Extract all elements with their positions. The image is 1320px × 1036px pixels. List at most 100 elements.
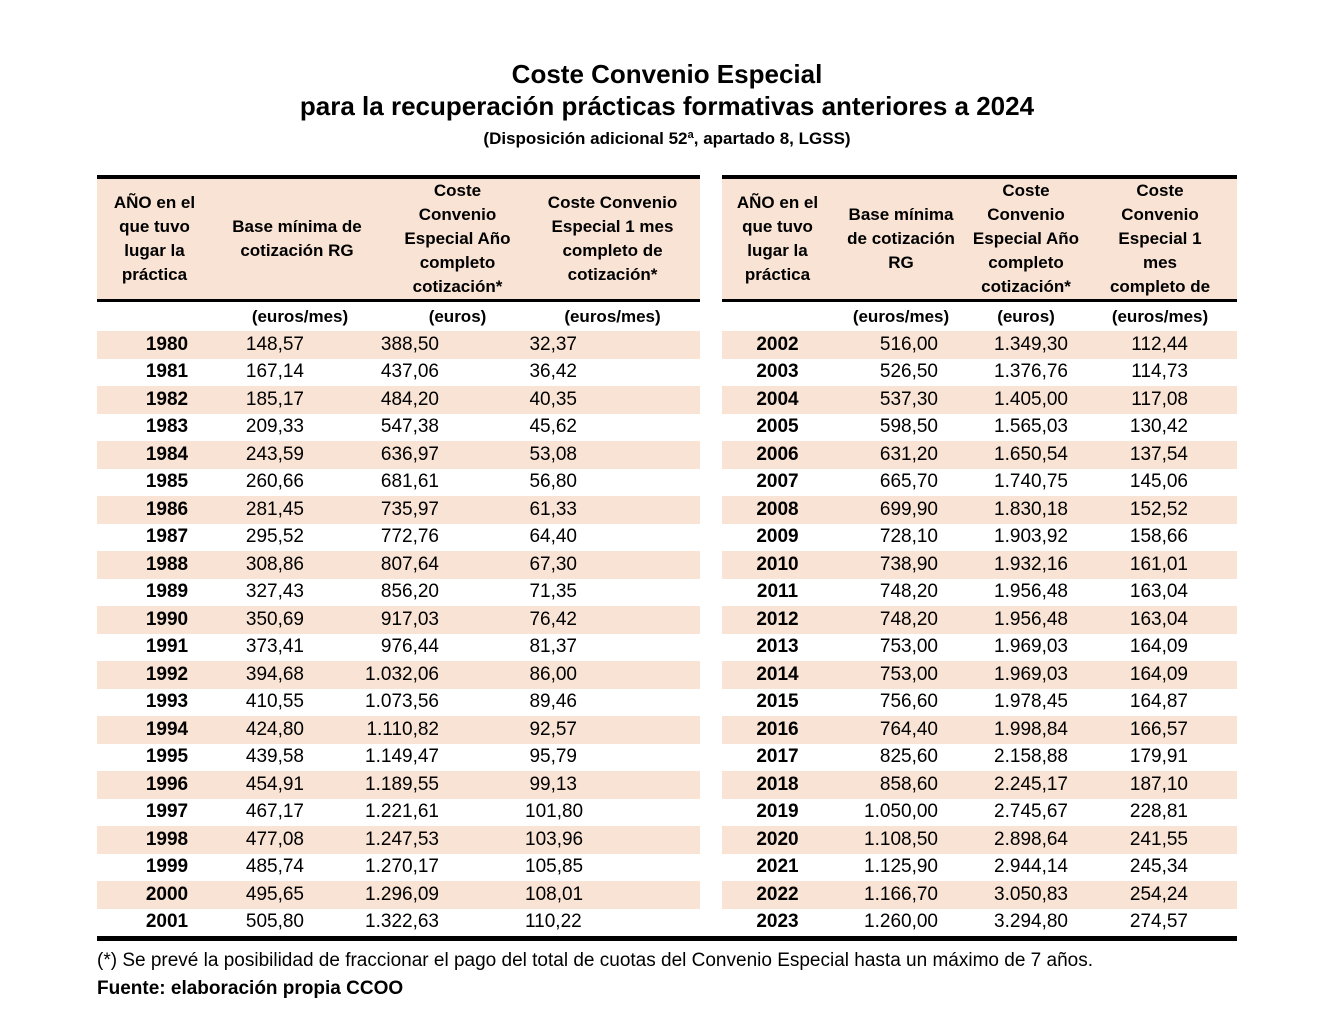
- value-cell: 699,90: [879, 498, 938, 520]
- unit-label: (euros): [350, 300, 525, 331]
- column-header-label: AÑO en el que tuvo lugar la práctica: [736, 193, 819, 284]
- value-cell: 327,43: [245, 581, 304, 603]
- value-cell: 858,60: [879, 773, 938, 795]
- value-cell: 295,52: [245, 526, 304, 548]
- value-cell: 95,79: [529, 746, 577, 768]
- table-row: 1983 209,33 547,38 45,62: [97, 414, 700, 442]
- value-cell: 756,60: [879, 691, 938, 713]
- column-header: Base mínima de cotización RG: [833, 177, 969, 302]
- table-row: 1992 394,68 1.032,06 86,00: [97, 661, 700, 689]
- value-cell: 2.944,14: [994, 856, 1068, 878]
- year-cell: 2013: [756, 636, 799, 658]
- value-cell: 485,74: [245, 856, 304, 878]
- unit-label: (euros/mes): [1083, 300, 1237, 331]
- unit-label: [97, 300, 212, 331]
- value-cell: 53,08: [529, 443, 577, 465]
- value-cell: 158,66: [1129, 526, 1188, 548]
- year-cell: 1981: [145, 361, 189, 383]
- value-cell: 439,58: [245, 746, 304, 768]
- table-row: 2018 858,60 2.245,17 187,10: [722, 771, 1237, 799]
- value-cell: 1.932,16: [994, 553, 1068, 575]
- value-cell: 1.903,92: [994, 526, 1068, 548]
- year-cell: 1996: [145, 773, 189, 795]
- value-cell: 1.260,00: [864, 911, 938, 933]
- table-row: 2004 537,30 1.405,00 117,08: [722, 386, 1237, 414]
- year-cell: 2000: [145, 883, 189, 905]
- value-cell: 631,20: [879, 443, 938, 465]
- value-cell: 1.110,82: [366, 718, 439, 740]
- table-row: 2021 1.125,90 2.944,14 245,34: [722, 854, 1237, 882]
- year-cell: 2017: [756, 746, 799, 768]
- table-row: 1980 148,57 388,50 32,37: [97, 331, 700, 359]
- year-cell: 2018: [756, 773, 799, 795]
- value-cell: 67,30: [529, 553, 577, 575]
- year-cell: 1989: [145, 581, 189, 603]
- table-row: 1988 308,86 807,64 67,30: [97, 551, 700, 579]
- value-cell: 61,33: [529, 498, 577, 520]
- value-cell: 1.978,45: [994, 691, 1068, 713]
- value-cell: 1.189,55: [365, 773, 439, 795]
- value-cell: 164,87: [1129, 691, 1188, 713]
- value-cell: 665,70: [879, 471, 938, 493]
- value-cell: 40,35: [529, 388, 577, 410]
- header-row: AÑO en el que tuvo lugar la práctica Base…: [97, 177, 700, 302]
- value-cell: 1.830,18: [994, 498, 1068, 520]
- value-cell: 1.349,30: [994, 333, 1068, 355]
- year-cell: 2009: [756, 526, 799, 548]
- year-cell: 1987: [145, 526, 189, 548]
- value-cell: 163,04: [1129, 608, 1188, 630]
- value-cell: 163,04: [1129, 581, 1188, 603]
- table-row: 2019 1.050,00 2.745,67 228,81: [722, 799, 1237, 827]
- table-row: 1991 373,41 976,44 81,37: [97, 634, 700, 662]
- value-cell: 241,55: [1129, 828, 1188, 850]
- year-cell: 1995: [145, 746, 189, 768]
- year-cell: 2012: [756, 608, 799, 630]
- table-row: 1986 281,45 735,97 61,33: [97, 496, 700, 524]
- value-cell: 308,86: [245, 553, 304, 575]
- footnote: (*) Se prevé la posibilidad de fracciona…: [97, 950, 1093, 971]
- table-row: 1987 295,52 772,76 64,40: [97, 524, 700, 552]
- value-cell: 228,81: [1129, 801, 1188, 823]
- value-cell: 454,91: [245, 773, 304, 795]
- table-row: 2015 756,60 1.978,45 164,87: [722, 689, 1237, 717]
- column-header-label: Base mínima de cotización RG: [847, 205, 955, 272]
- table-row: 2009 728,10 1.903,92 158,66: [722, 524, 1237, 552]
- value-cell: 1.740,75: [994, 471, 1068, 493]
- value-cell: 2.898,64: [994, 828, 1068, 850]
- table-row: 2006 631,20 1.650,54 137,54: [722, 441, 1237, 469]
- table-row: 1990 350,69 917,03 76,42: [97, 606, 700, 634]
- value-cell: 145,06: [1129, 471, 1188, 493]
- year-cell: 1986: [145, 498, 189, 520]
- value-cell: 2.245,17: [994, 773, 1068, 795]
- value-cell: 825,60: [879, 746, 938, 768]
- value-cell: 164,09: [1129, 636, 1188, 658]
- value-cell: 1.998,84: [994, 718, 1068, 740]
- value-cell: 748,20: [879, 581, 938, 603]
- value-cell: 1.322,63: [365, 911, 439, 933]
- value-cell: 467,17: [245, 801, 304, 823]
- year-cell: 1999: [145, 856, 189, 878]
- unit-label-text: (euros/mes): [564, 306, 661, 326]
- year-cell: 1991: [145, 636, 189, 658]
- value-cell: 1.650,54: [994, 443, 1068, 465]
- year-cell: 2001: [145, 911, 189, 933]
- table-row: 2016 764,40 1.998,84 166,57: [722, 716, 1237, 744]
- value-cell: 117,08: [1131, 388, 1188, 410]
- value-cell: 112,44: [1131, 333, 1188, 355]
- table-row: 2003 526,50 1.376,76 114,73: [722, 359, 1237, 387]
- year-cell: 1998: [145, 828, 189, 850]
- value-cell: 373,41: [245, 636, 304, 658]
- column-header-label: Coste Convenio Especial 1 mes completo d…: [1109, 181, 1211, 296]
- table-row: 2010 738,90 1.932,16 161,01: [722, 551, 1237, 579]
- value-cell: 92,57: [529, 718, 577, 740]
- year-cell: 1993: [145, 691, 189, 713]
- value-cell: 424,80: [245, 718, 304, 740]
- year-cell: 2011: [756, 581, 799, 603]
- value-cell: 1.166,70: [864, 883, 938, 905]
- value-cell: 81,37: [529, 636, 577, 658]
- year-cell: 2021: [756, 856, 799, 878]
- value-cell: 64,40: [529, 526, 577, 548]
- units-row: (euros/mes) (euros) (euros/mes): [97, 300, 700, 331]
- table-row: 1989 327,43 856,20 71,35: [97, 579, 700, 607]
- table-row: 2001 505,80 1.322,63 110,22: [97, 909, 700, 937]
